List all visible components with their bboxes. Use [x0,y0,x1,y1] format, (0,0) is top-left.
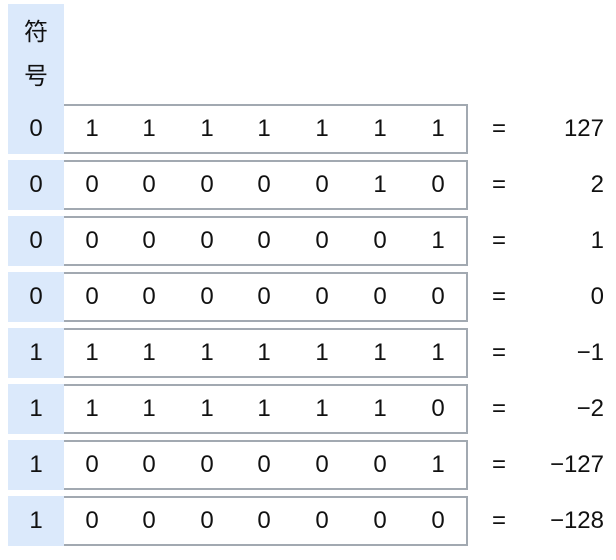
bit-cell: 1 [431,451,445,478]
bit-cell: 1 [257,115,271,142]
equals-sign: = [491,339,506,366]
bit-cell: 0 [431,507,445,534]
bit-cell: 0 [200,227,214,254]
decimal-value: −2 [576,395,604,422]
bits-box [8,160,468,210]
equals-sign: = [491,395,506,422]
bit-cell: 1 [315,395,329,422]
bit-cell: 0 [142,283,156,310]
bit-cell: 1 [373,395,387,422]
bit-cell: 1 [200,115,214,142]
decimal-value: −127 [549,451,604,478]
sign-bit: 0 [8,272,64,322]
equals-sign: = [491,507,506,534]
bits-box [8,440,468,490]
bit-cell: 0 [315,283,329,310]
sign-bit: 0 [8,104,64,154]
bit-cell: 1 [431,339,445,366]
bit-cell: 0 [431,283,445,310]
equals-sign: = [491,115,506,142]
bits-box [8,216,468,266]
bit-cell: 0 [142,171,156,198]
bit-cell: 1 [142,339,156,366]
bit-cell: 0 [315,451,329,478]
sign-bit: 0 [8,216,64,266]
bit-cell: 0 [200,507,214,534]
decimal-value: −128 [549,507,604,534]
decimal-value: 2 [590,171,604,198]
equals-sign: = [491,283,506,310]
table-row: 1 0 0 0 0 0 0 0 = −128 [0,496,616,546]
bit-cell: 0 [85,171,99,198]
bit-cell: 0 [142,451,156,478]
bit-cell: 1 [85,339,99,366]
bit-cell: 1 [431,115,445,142]
sign-header-char-1: 符 [24,18,48,46]
bit-cell: 1 [373,115,387,142]
table-row: 0 0 0 0 0 0 0 0 = 0 [0,272,616,322]
bit-cell: 1 [142,115,156,142]
equals-sign: = [491,451,506,478]
bits-box [8,384,468,434]
sign-bit: 0 [8,160,64,210]
bit-cell: 0 [373,283,387,310]
bits-box [8,104,468,154]
bit-cell: 0 [315,507,329,534]
bit-cell: 0 [85,451,99,478]
bit-cell: 1 [200,339,214,366]
sign-bit: 1 [8,496,64,546]
table-row: 1 1 1 1 1 1 1 1 = −1 [0,328,616,378]
bit-cell: 1 [373,171,387,198]
bit-cell: 1 [142,395,156,422]
equals-sign: = [491,171,506,198]
bit-cell: 0 [85,283,99,310]
bit-cell: 0 [200,451,214,478]
equals-sign: = [491,227,506,254]
bit-cell: 0 [142,227,156,254]
bits-box [8,272,468,322]
bit-cell: 0 [431,395,445,422]
bit-cell: 0 [431,171,445,198]
bit-cell: 0 [257,171,271,198]
table-row: 1 1 1 1 1 1 1 0 = −2 [0,384,616,434]
bit-cell: 0 [85,507,99,534]
bit-cell: 1 [315,339,329,366]
bit-cell: 0 [257,507,271,534]
bit-cell: 0 [85,227,99,254]
sign-header: 符 号 [8,4,64,104]
decimal-value: 0 [590,283,604,310]
bit-cell: 0 [142,507,156,534]
bit-cell: 0 [257,283,271,310]
bit-cell: 1 [257,339,271,366]
bit-cell: 1 [257,395,271,422]
bit-cell: 0 [373,227,387,254]
bit-cell: 0 [200,171,214,198]
decimal-value: −1 [576,339,604,366]
sign-header-char-2: 号 [24,62,48,90]
table-row: 1 0 0 0 0 0 0 1 = −127 [0,440,616,490]
table-row: 0 0 0 0 0 0 1 0 = 2 [0,160,616,210]
bit-cell: 1 [373,339,387,366]
bit-cell: 1 [315,115,329,142]
bit-cell: 1 [431,227,445,254]
sign-bit: 1 [8,328,64,378]
bits-box [8,328,468,378]
bit-cell: 0 [257,451,271,478]
bit-cell: 0 [315,227,329,254]
bit-cell: 0 [373,451,387,478]
bit-cell: 0 [373,507,387,534]
sign-bit: 1 [8,440,64,490]
bit-cell: 0 [257,227,271,254]
bit-cell: 0 [200,283,214,310]
bit-cell: 0 [315,171,329,198]
table-row: 0 1 1 1 1 1 1 1 = 127 [0,104,616,154]
bit-cell: 1 [200,395,214,422]
sign-bit: 1 [8,384,64,434]
decimal-value: 1 [590,227,604,254]
bit-cell: 1 [85,395,99,422]
bit-cell: 1 [85,115,99,142]
decimal-value: 127 [563,115,604,142]
table-row: 0 0 0 0 0 0 0 1 = 1 [0,216,616,266]
